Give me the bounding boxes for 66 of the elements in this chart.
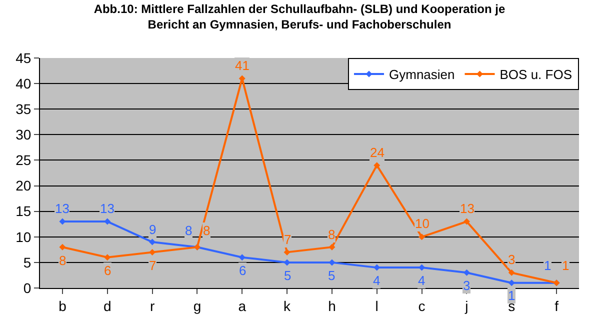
data-label: 24 [370, 145, 384, 160]
y-tick-label: 0 [23, 280, 32, 296]
x-tick-label: g [193, 298, 202, 314]
data-label: 13 [100, 201, 114, 216]
data-label: 4 [373, 273, 380, 288]
point [104, 218, 111, 225]
x-tick-label: f [554, 298, 559, 314]
data-label: 7 [149, 258, 156, 273]
point [59, 244, 66, 250]
y-tick-label: 20 [16, 178, 32, 194]
x-tick-label: a [238, 298, 246, 314]
y-tick-label: 10 [16, 228, 32, 245]
point [104, 254, 111, 261]
point [374, 162, 380, 169]
point [328, 244, 336, 250]
y-tick-label: 30 [16, 126, 32, 143]
point [59, 218, 66, 225]
x-tick-label: r [150, 298, 155, 314]
x-tick-label: j [464, 298, 468, 314]
point [463, 218, 470, 225]
data-label: 4 [418, 273, 426, 288]
y-tick-label: 40 [16, 75, 32, 92]
data-label: 6 [239, 263, 246, 278]
data-label: 5 [284, 268, 292, 283]
data-label: 8 [328, 227, 336, 242]
point [418, 234, 426, 240]
data-label: 9 [149, 222, 156, 237]
data-label: 13 [460, 201, 474, 216]
data-label: 6 [104, 263, 112, 278]
point [463, 269, 470, 276]
point [284, 259, 290, 266]
y-tick-label: 5 [23, 254, 32, 270]
x-tick-label: h [328, 298, 336, 314]
point [328, 259, 336, 266]
data-label: 7 [284, 232, 292, 247]
point [508, 269, 515, 276]
point [149, 238, 156, 246]
data-label: 3 [463, 278, 470, 293]
point [508, 280, 515, 286]
data-label: 1 [562, 258, 570, 273]
x-tick-label: l [375, 298, 378, 314]
x-tick-label: b [58, 298, 67, 314]
y-tick-label: 45 [16, 50, 32, 66]
point [284, 248, 290, 256]
y-tick-label: 25 [16, 152, 32, 168]
data-label: 10 [415, 216, 430, 231]
data-label: 3 [508, 252, 516, 267]
data-label: 8 [185, 223, 192, 238]
data-label: 1 [508, 288, 516, 303]
chart-title: Abb.10: Mittlere Fallzahlen der Schullaufbahn- (SLB) und Kooperation je Bericht an Gymnasien, Berufs- und Fachoberschulen [94, 2, 506, 32]
data-label: 8 [203, 223, 210, 238]
point [418, 264, 426, 271]
x-tick-label: c [418, 298, 426, 314]
x-tick-label: d [103, 298, 112, 314]
data-label: 8 [59, 253, 66, 268]
legend-label: Gymnasien [389, 67, 455, 82]
point [149, 248, 156, 256]
data-label: 1 [544, 258, 552, 273]
data-label: 41 [235, 58, 250, 73]
point [238, 254, 246, 261]
y-tick-label: 15 [16, 203, 32, 220]
x-tick-label: k [284, 298, 292, 314]
data-label: 13 [55, 201, 70, 216]
legend-label: BOS u. FOS [500, 67, 572, 82]
y-tick-label: 35 [16, 101, 32, 118]
data-label: 5 [328, 268, 336, 283]
